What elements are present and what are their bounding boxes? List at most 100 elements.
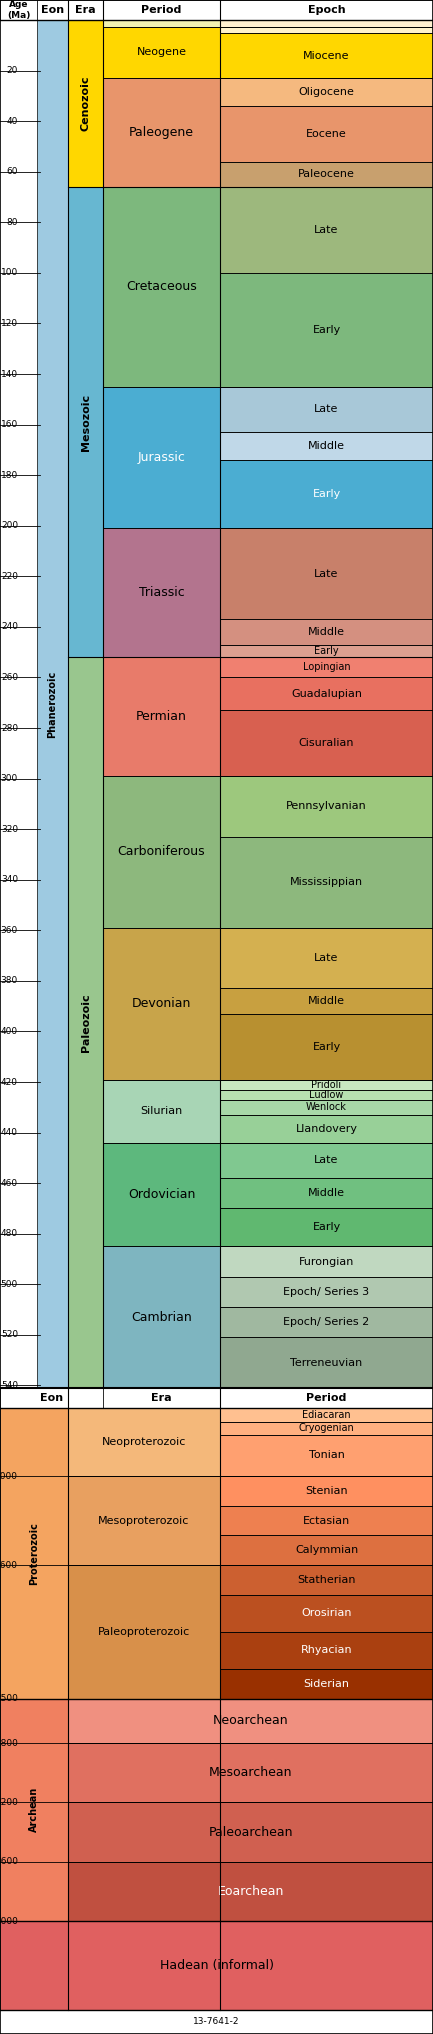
Text: 360: 360 (1, 925, 18, 936)
Text: Ediacaran: Ediacaran (302, 1410, 351, 1420)
Text: Middle: Middle (308, 1188, 345, 1198)
Text: Middle: Middle (308, 626, 345, 637)
Text: Archean: Archean (29, 1788, 39, 1833)
Text: 320: 320 (1, 824, 18, 834)
Text: Age
(Ma): Age (Ma) (7, 0, 30, 20)
Text: Cisuralian: Cisuralian (299, 738, 354, 749)
Text: Middle: Middle (308, 997, 345, 1007)
Text: Ludlow: Ludlow (309, 1090, 344, 1100)
Text: Paleoarchean: Paleoarchean (208, 1827, 293, 1839)
Text: 540: 540 (1, 1381, 18, 1389)
Text: 13-7641-2: 13-7641-2 (193, 2018, 240, 2026)
Text: Mesozoic: Mesozoic (81, 393, 90, 452)
Text: 1000: 1000 (0, 1471, 18, 1481)
Text: Rhyacian: Rhyacian (301, 1646, 352, 1656)
Text: Paleocene: Paleocene (298, 169, 355, 179)
Text: Cenozoic: Cenozoic (81, 75, 90, 132)
Text: Neoproterozoic: Neoproterozoic (102, 1438, 186, 1446)
Text: Pridoli: Pridoli (311, 1080, 342, 1090)
Text: Furongian: Furongian (299, 1257, 354, 1267)
Text: Oligocene: Oligocene (299, 87, 355, 98)
Text: 340: 340 (1, 875, 18, 885)
Text: 100: 100 (1, 268, 18, 277)
Text: Cretaceous: Cretaceous (126, 281, 197, 293)
Text: Tonian: Tonian (309, 1450, 344, 1460)
Text: Jurassic: Jurassic (138, 452, 185, 464)
Text: Lopingian: Lopingian (303, 663, 350, 673)
Text: Epoch/ Series 3: Epoch/ Series 3 (284, 1288, 369, 1298)
Text: 440: 440 (1, 1129, 18, 1137)
Text: Early: Early (314, 647, 339, 655)
Text: 2800: 2800 (0, 1739, 18, 1747)
Text: 20: 20 (6, 65, 18, 75)
Text: Paleozoic: Paleozoic (81, 993, 90, 1052)
Text: 240: 240 (1, 622, 18, 631)
Text: Mississippian: Mississippian (290, 877, 363, 887)
Text: Siderian: Siderian (304, 1678, 349, 1688)
Text: Silurian: Silurian (140, 1106, 183, 1117)
Text: Wenlock: Wenlock (306, 1102, 347, 1113)
Text: Early: Early (312, 1222, 341, 1233)
Text: Hadean (informal): Hadean (informal) (159, 1959, 274, 1973)
Text: Eocene: Eocene (306, 128, 347, 138)
Text: Ordovician: Ordovician (128, 1188, 195, 1200)
Text: Statherian: Statherian (297, 1574, 356, 1584)
Text: Period: Period (141, 4, 182, 14)
Text: Early: Early (312, 325, 341, 336)
Text: Era: Era (75, 4, 96, 14)
Text: Llandovery: Llandovery (295, 1125, 358, 1133)
Text: 480: 480 (1, 1229, 18, 1239)
Text: Epoch: Epoch (308, 4, 345, 14)
Text: 4000: 4000 (0, 1916, 18, 1926)
Text: Orosirian: Orosirian (301, 1609, 352, 1619)
Text: 140: 140 (1, 370, 18, 378)
Text: Terreneuvian: Terreneuvian (291, 1359, 362, 1367)
Text: Devonian: Devonian (132, 997, 191, 1011)
Text: 380: 380 (1, 976, 18, 984)
Text: 200: 200 (1, 521, 18, 531)
Text: 80: 80 (6, 218, 18, 228)
Text: 60: 60 (6, 167, 18, 177)
Text: 500: 500 (1, 1279, 18, 1290)
Text: 300: 300 (1, 775, 18, 783)
Text: 2500: 2500 (0, 1694, 18, 1702)
Text: Era: Era (151, 1393, 172, 1403)
Text: Early: Early (312, 1041, 341, 1052)
Text: 3600: 3600 (0, 1857, 18, 1865)
Text: Late: Late (314, 954, 339, 964)
Text: Neoarchean: Neoarchean (213, 1715, 288, 1727)
Text: Neogene: Neogene (136, 47, 187, 57)
Text: 400: 400 (1, 1027, 18, 1035)
Text: Eon: Eon (41, 4, 64, 14)
Text: 40: 40 (6, 116, 18, 126)
Text: Epoch/ Series 2: Epoch/ Series 2 (283, 1318, 370, 1328)
Text: Middle: Middle (308, 441, 345, 452)
Text: Stenian: Stenian (305, 1487, 348, 1495)
Text: Late: Late (314, 1155, 339, 1165)
Text: Period: Period (306, 1393, 347, 1403)
Text: Late: Late (314, 570, 339, 580)
Text: Pennsylvanian: Pennsylvanian (286, 801, 367, 812)
Text: Paleogene: Paleogene (129, 126, 194, 138)
Text: 260: 260 (1, 673, 18, 681)
Text: Eoarchean: Eoarchean (217, 1886, 284, 1898)
Text: Late: Late (314, 405, 339, 415)
Text: Triassic: Triassic (139, 586, 184, 600)
Text: Proterozoic: Proterozoic (29, 1521, 39, 1584)
Text: 280: 280 (1, 724, 18, 732)
Text: 3200: 3200 (0, 1798, 18, 1806)
Text: Mesoproterozoic: Mesoproterozoic (98, 1515, 190, 1526)
Text: 520: 520 (1, 1330, 18, 1340)
Text: Miocene: Miocene (303, 51, 350, 61)
Text: Cryogenian: Cryogenian (299, 1424, 354, 1434)
Text: Calymmian: Calymmian (295, 1546, 358, 1556)
Text: Late: Late (314, 226, 339, 234)
Text: Carboniferous: Carboniferous (118, 846, 205, 858)
Text: Cambrian: Cambrian (131, 1310, 192, 1324)
Text: 220: 220 (1, 572, 18, 582)
Text: Guadalupian: Guadalupian (291, 690, 362, 700)
Text: 460: 460 (1, 1178, 18, 1188)
Text: Mesoarchean: Mesoarchean (209, 1766, 292, 1780)
Text: 180: 180 (1, 470, 18, 480)
Text: Eon: Eon (40, 1393, 63, 1403)
